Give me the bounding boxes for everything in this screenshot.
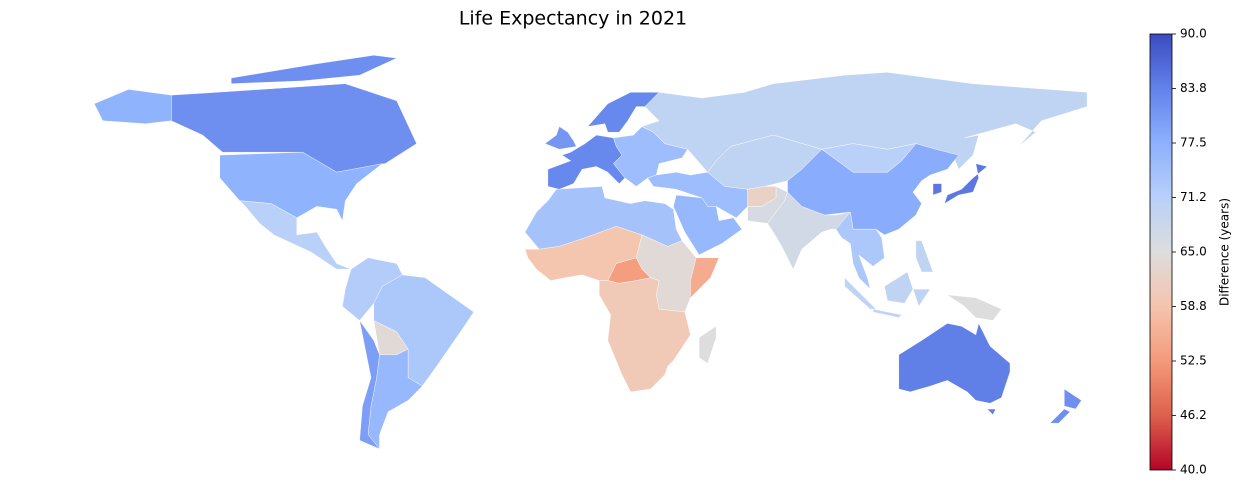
region [844,240,934,318]
region [599,277,691,393]
colorbar-tick-label: 52.5 [1180,354,1207,368]
colorbar-tick-label: 46.2 [1180,408,1207,422]
colorbar-tick-label: 40.0 [1180,463,1207,477]
colorbar-tick-label: 77.5 [1180,136,1207,150]
colorbar-tick-label: 58.8 [1180,299,1207,313]
region [239,200,352,270]
region [690,257,720,298]
colorbar-tick-label: 71.2 [1180,190,1207,204]
region [544,126,577,150]
region [947,294,1002,321]
region [1049,388,1082,424]
region [821,143,917,173]
colorbar-tick-label: 65.0 [1180,245,1207,259]
region [835,211,885,290]
colorbar-tick-label: 83.8 [1180,81,1207,95]
chart-title: Life Expectancy in 2021 [459,8,687,30]
region [673,194,743,256]
region [932,163,988,204]
region [587,92,660,133]
colorbar-tick-label: 90.0 [1180,27,1207,41]
map [94,55,1088,450]
region [359,320,380,450]
colorbar [1149,33,1173,471]
region [698,326,717,364]
colorbar-label: Difference (years) [1218,198,1232,306]
region [171,55,417,173]
region [898,323,1011,415]
